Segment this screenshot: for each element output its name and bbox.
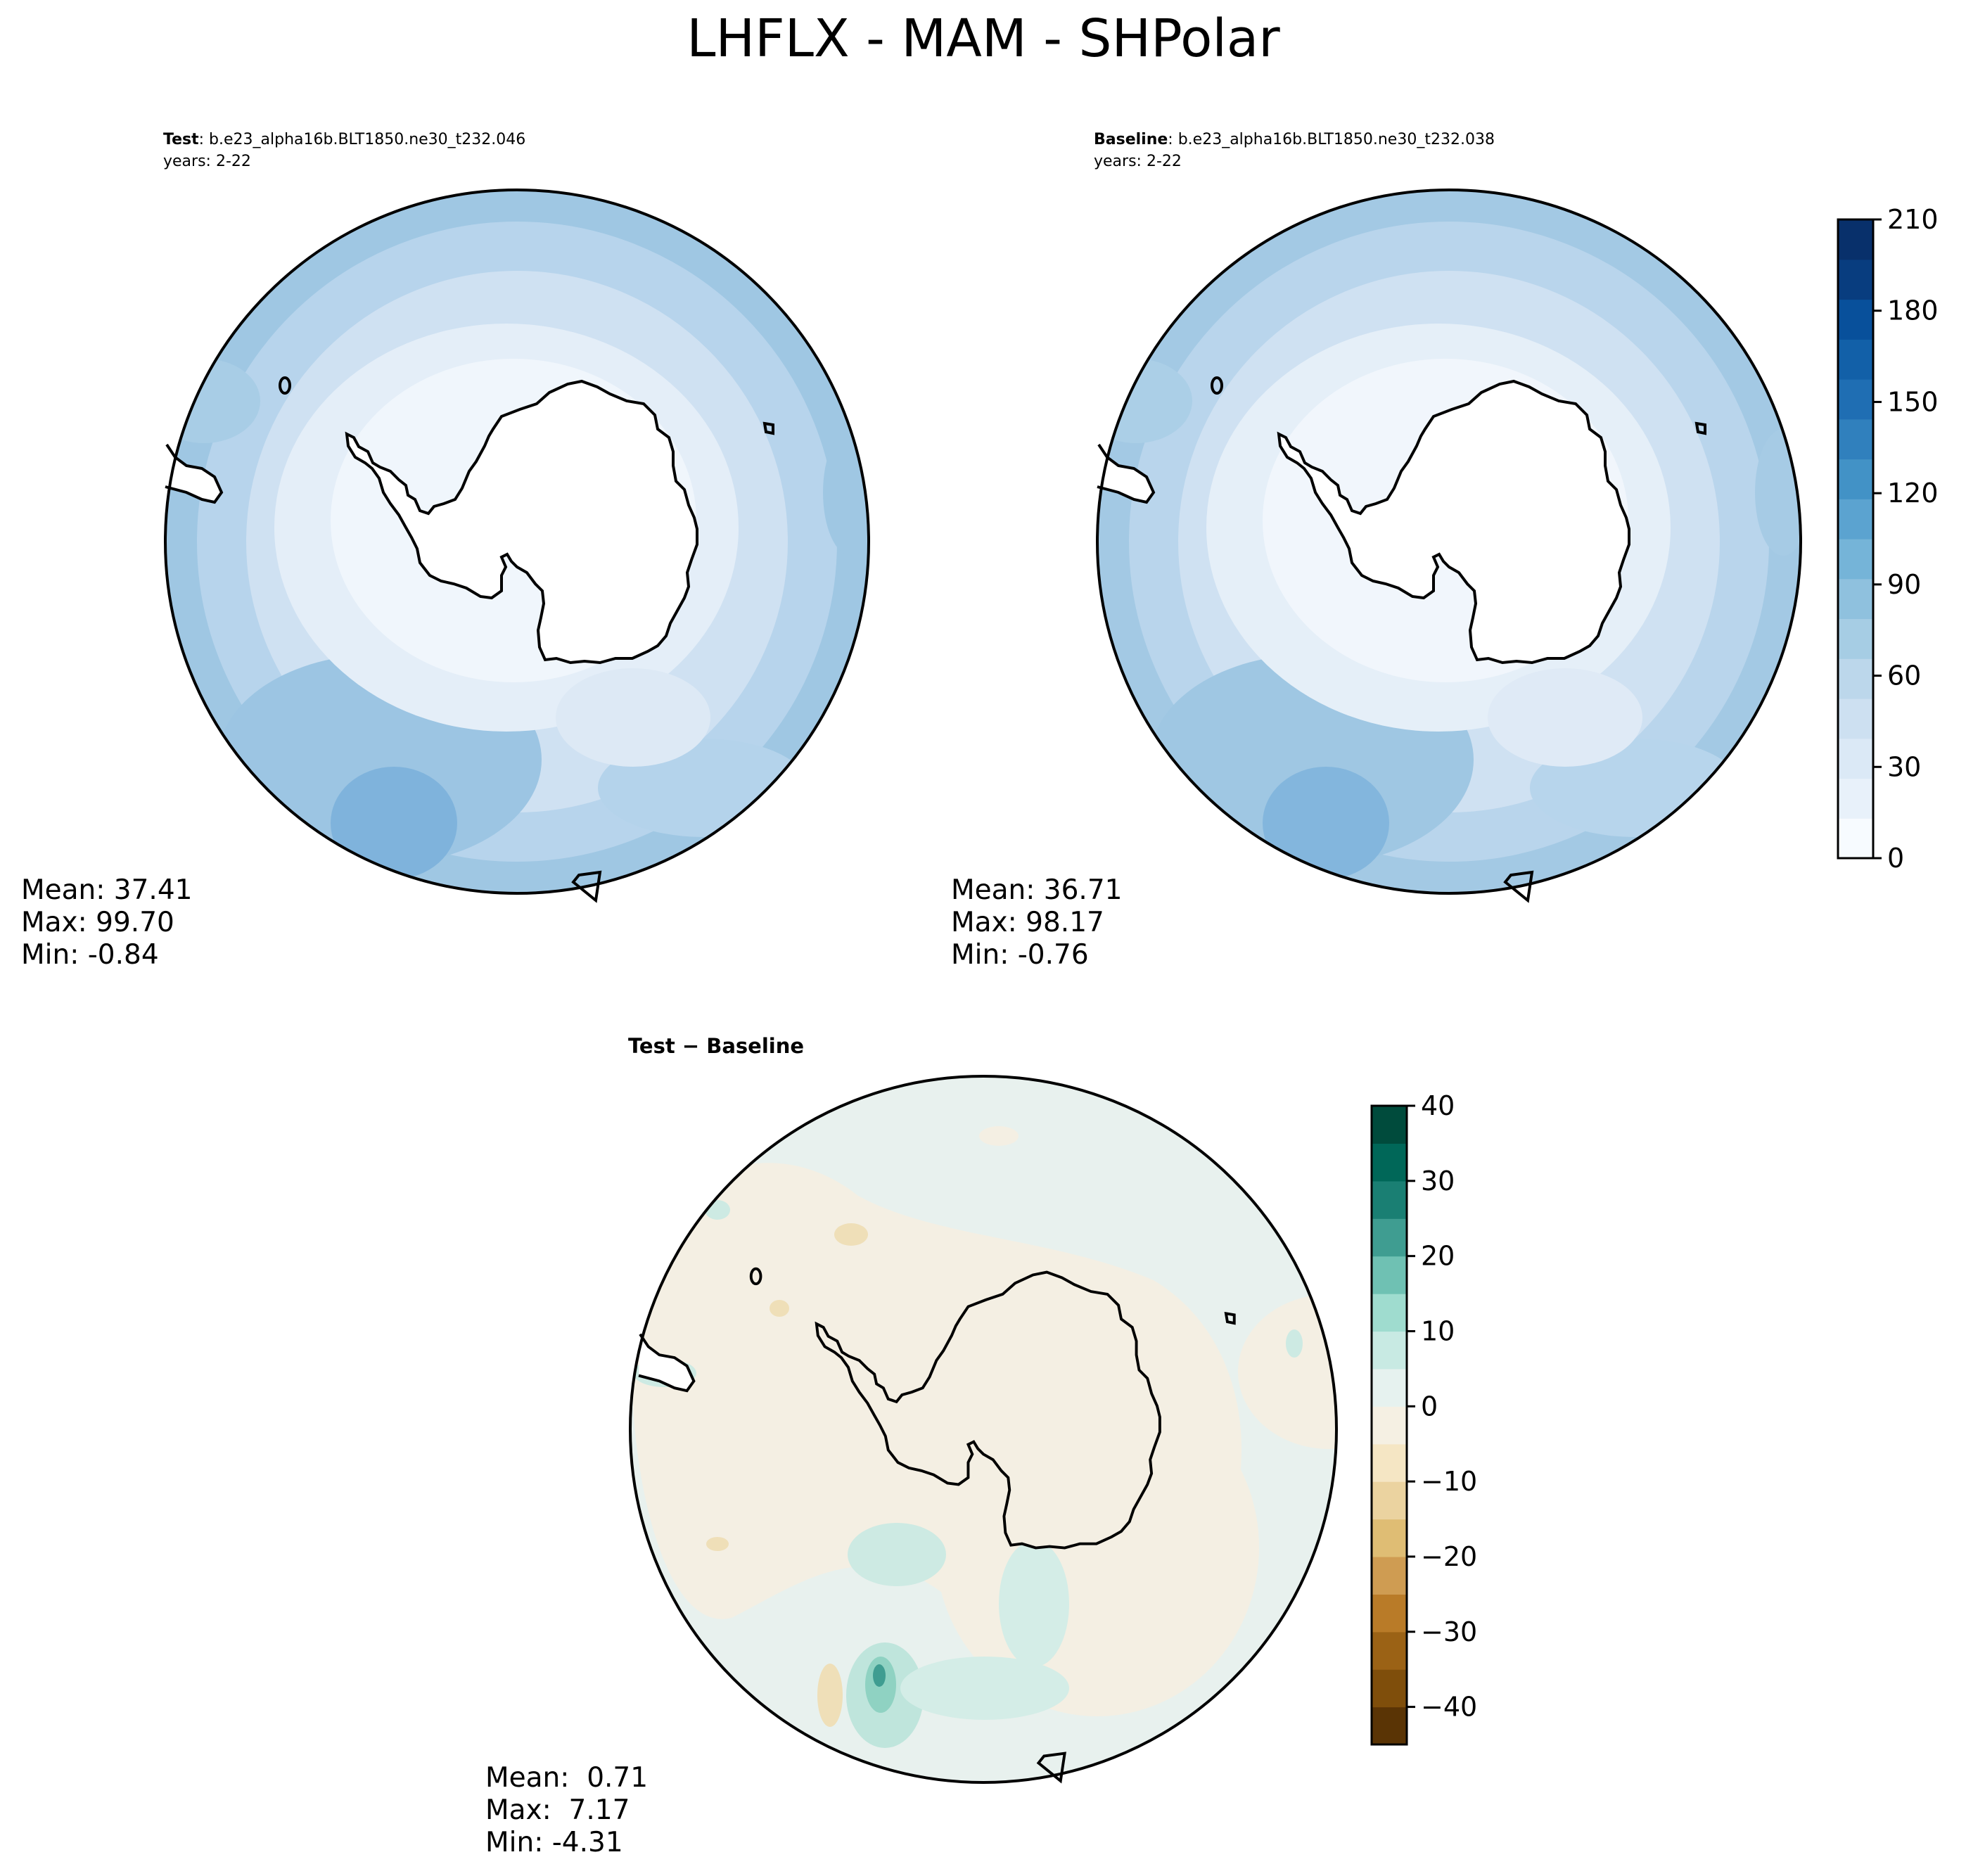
colorbar-tick-label: −30	[1421, 1616, 1477, 1647]
colorbar-band	[1372, 1556, 1407, 1595]
colorbar-tick-label: 60	[1887, 661, 1921, 691]
colorbar-brbg-bands	[1372, 1106, 1407, 1745]
colorbar-tick-label: −40	[1421, 1692, 1477, 1723]
colorbar-tick-label: 210	[1887, 204, 1939, 235]
colorbar-band	[1838, 299, 1873, 340]
colorbar-blues: 0 30 60 90 120 150 180 210	[1837, 204, 1939, 874]
colorbar-band	[1372, 1143, 1407, 1182]
colorbar-band	[1372, 1443, 1407, 1482]
difference-min: Min: -4.31	[485, 1827, 623, 1858]
colorbar-band	[1372, 1368, 1407, 1407]
colorbar-tick-label: 30	[1421, 1166, 1455, 1197]
baseline-stats: Mean: 36.71 Max: 98.17 Min: -0.76	[951, 874, 1122, 971]
colorbar-band	[1838, 658, 1873, 699]
baseline-min: Min: -0.76	[951, 939, 1089, 971]
difference-mean: Mean: 0.71	[485, 1762, 648, 1794]
colorbar-tick-label: 40	[1421, 1090, 1455, 1121]
colorbar-band	[1372, 1631, 1407, 1670]
colorbar-tick-label: 0	[1421, 1391, 1438, 1422]
baseline-coastlines	[1096, 376, 1706, 903]
colorbar-band	[1372, 1406, 1407, 1445]
colorbar-tick-label: 180	[1887, 295, 1939, 326]
panel-baseline-label: Baseline: b.e23_alpha16b.BLT1850.ne30_t2…	[1094, 131, 1495, 148]
test-coastlines	[164, 376, 774, 903]
panel-test-years: years: 2-22	[163, 153, 251, 170]
colorbar-band	[1838, 459, 1873, 499]
difference-max: Max: 7.17	[485, 1794, 630, 1826]
colorbar-tick-label: 10	[1421, 1315, 1455, 1346]
colorbar-tick-label: 0	[1887, 843, 1904, 874]
colorbar-band	[1372, 1256, 1407, 1294]
panel-baseline: Baseline: b.e23_alpha16b.BLT1850.ne30_t2…	[951, 131, 1802, 971]
colorbar-band	[1838, 539, 1873, 580]
colorbar-band	[1372, 1218, 1407, 1257]
colorbar-tick-label: 120	[1887, 478, 1939, 509]
colorbar-band	[1838, 818, 1873, 859]
colorbar-band	[1372, 1706, 1407, 1745]
test-stats: Mean: 37.41 Max: 99.70 Min: -0.84	[21, 874, 192, 971]
colorbar-tick-label: 30	[1887, 751, 1921, 782]
colorbar-brbg: −40 −30 −20 −10 0 10 20 30 40	[1370, 1090, 1477, 1746]
colorbar-band	[1838, 499, 1873, 540]
colorbar-band	[1372, 1180, 1407, 1219]
baseline-mean: Mean: 36.71	[951, 874, 1122, 906]
baseline-max: Max: 98.17	[951, 907, 1104, 938]
difference-map-boundary	[629, 1075, 1338, 1784]
colorbar-band	[1372, 1519, 1407, 1557]
panel-difference: Test − Baseline	[485, 1034, 1338, 1858]
test-mean: Mean: 37.41	[21, 874, 192, 906]
colorbar-band	[1838, 618, 1873, 659]
colorbar-band	[1372, 1669, 1407, 1708]
colorbar-tick-label: −10	[1421, 1466, 1477, 1497]
colorbar-band	[1838, 259, 1873, 300]
colorbar-blues-ticks: 0 30 60 90 120 150 180 210	[1873, 204, 1939, 874]
figure-title: LHFLX - MAM - SHPolar	[687, 8, 1280, 69]
colorbar-blues-bands	[1838, 219, 1873, 859]
colorbar-band	[1838, 578, 1873, 620]
colorbar-band	[1838, 219, 1873, 260]
test-map-boundary	[164, 189, 870, 895]
panel-test-label: Test: b.e23_alpha16b.BLT1850.ne30_t232.0…	[163, 131, 525, 148]
panel-baseline-years: years: 2-22	[1094, 153, 1182, 170]
colorbar-tick-label: −20	[1421, 1541, 1477, 1572]
baseline-map-boundary	[1096, 189, 1802, 895]
colorbar-band	[1372, 1331, 1407, 1370]
colorbar-tick-label: 90	[1887, 569, 1921, 600]
colorbar-band	[1372, 1594, 1407, 1633]
panel-difference-label: Test − Baseline	[628, 1034, 804, 1058]
colorbar-band	[1838, 419, 1873, 460]
colorbar-band	[1838, 738, 1873, 779]
panel-test: Test: b.e23_alpha16b.BLT1850.ne30_t232.0…	[21, 131, 870, 971]
colorbar-tick-label: 20	[1421, 1241, 1455, 1272]
colorbar-band	[1838, 698, 1873, 739]
test-max: Max: 99.70	[21, 907, 174, 938]
colorbar-band	[1372, 1294, 1407, 1332]
difference-stats: Mean: 0.71 Max: 7.17 Min: -4.31	[485, 1762, 648, 1858]
colorbar-band	[1838, 778, 1873, 819]
colorbar-band	[1838, 379, 1873, 420]
test-min: Min: -0.84	[21, 939, 159, 971]
colorbar-tick-label: 150	[1887, 386, 1939, 417]
colorbar-band	[1838, 339, 1873, 380]
colorbar-band	[1372, 1106, 1407, 1144]
colorbar-band	[1372, 1481, 1407, 1520]
colorbar-brbg-ticks: −40 −30 −20 −10 0 10 20 30 40	[1407, 1090, 1477, 1723]
